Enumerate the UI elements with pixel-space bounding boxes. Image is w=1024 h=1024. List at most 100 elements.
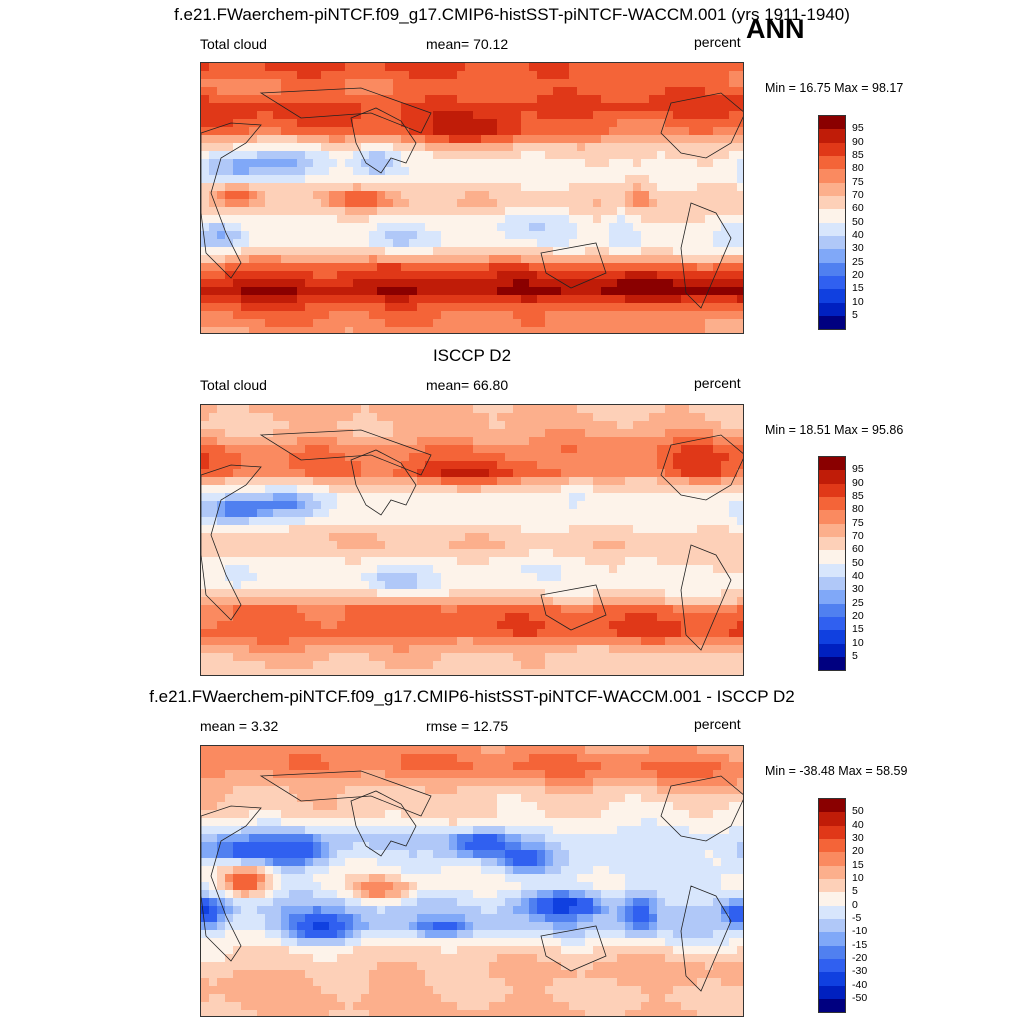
- map-cell: [545, 167, 553, 175]
- map-cell: [633, 461, 641, 469]
- map-cell: [305, 263, 313, 271]
- map-cell: [233, 167, 241, 175]
- map-cell: [633, 111, 641, 119]
- map-cell: [209, 87, 217, 95]
- map-cell: [561, 645, 569, 653]
- map-cell: [449, 279, 457, 287]
- map-cell: [225, 501, 233, 509]
- map-cell: [697, 461, 705, 469]
- map-cell: [433, 263, 441, 271]
- map-cell: [737, 613, 743, 621]
- map-cell: [737, 255, 743, 263]
- map-cell: [393, 754, 401, 762]
- map-cell: [473, 223, 481, 231]
- map-cell: [425, 565, 433, 573]
- map-cell: [217, 279, 225, 287]
- map-cell: [617, 581, 625, 589]
- map-cell: [289, 453, 297, 461]
- map-cell: [377, 573, 385, 581]
- map-cell: [337, 103, 345, 111]
- map-cell: [321, 311, 329, 319]
- map-cell: [401, 239, 409, 247]
- map-cell: [553, 429, 561, 437]
- map-cell: [537, 573, 545, 581]
- map-cell: [273, 255, 281, 263]
- map-cell: [441, 95, 449, 103]
- map-cell: [513, 469, 521, 477]
- map-cell: [673, 629, 681, 637]
- map-cell: [321, 557, 329, 565]
- map-cell: [657, 319, 665, 327]
- map-cell: [553, 215, 561, 223]
- map-cell: [561, 746, 569, 754]
- map-cell: [361, 533, 369, 541]
- obs-title: ISCCP D2: [432, 346, 512, 365]
- map-cell: [537, 71, 545, 79]
- map-cell: [441, 71, 449, 79]
- map-cell: [233, 597, 241, 605]
- map-cell: [577, 645, 585, 653]
- map-cell: [433, 127, 441, 135]
- map-cell: [273, 223, 281, 231]
- map-cell: [233, 613, 241, 621]
- map-cell: [257, 770, 265, 778]
- map-cell: [729, 79, 737, 87]
- map-cell: [625, 669, 633, 675]
- map-cell: [697, 159, 705, 167]
- map-cell: [297, 183, 305, 191]
- map-cell: [577, 597, 585, 605]
- map-cell: [329, 207, 337, 215]
- map-cell: [729, 175, 737, 183]
- map-cell: [225, 557, 233, 565]
- panel-model-minmax: Min = 16.75 Max = 98.17: [765, 81, 904, 95]
- map-cell: [689, 199, 697, 207]
- map-cell: [449, 151, 457, 159]
- map-cell: [505, 421, 513, 429]
- map-cell: [633, 135, 641, 143]
- map-cell: [393, 653, 401, 661]
- map-cell: [737, 429, 743, 437]
- map-cell: [481, 119, 489, 127]
- map-cell: [201, 565, 209, 573]
- map-cell: [465, 581, 473, 589]
- map-cell: [497, 581, 505, 589]
- map-cell: [353, 263, 361, 271]
- map-cell: [529, 295, 537, 303]
- map-cell: [201, 629, 209, 637]
- map-cell: [385, 469, 393, 477]
- map-cell: [225, 135, 233, 143]
- map-cell: [689, 127, 697, 135]
- map-cell: [569, 746, 577, 754]
- map-cell: [417, 231, 425, 239]
- map-cell: [513, 525, 521, 533]
- map-cell: [417, 207, 425, 215]
- map-cell: [257, 207, 265, 215]
- map-cell: [201, 311, 209, 319]
- map-cell: [273, 215, 281, 223]
- map-cell: [393, 263, 401, 271]
- map-cell: [665, 279, 673, 287]
- map-cell: [681, 319, 689, 327]
- map-cell: [241, 437, 249, 445]
- map-cell: [721, 421, 729, 429]
- map-cell: [441, 191, 449, 199]
- map-cell: [345, 279, 353, 287]
- map-cell: [385, 669, 393, 675]
- map-cell: [505, 167, 513, 175]
- map-cell: [457, 255, 465, 263]
- map-cell: [241, 445, 249, 453]
- map-cell: [233, 215, 241, 223]
- map-cell: [681, 421, 689, 429]
- map-cell: [297, 421, 305, 429]
- map-cell: [417, 311, 425, 319]
- map-cell: [465, 303, 473, 311]
- map-cell: [593, 581, 601, 589]
- colorbar-tick-label: 15: [852, 282, 864, 295]
- map-cell: [473, 151, 481, 159]
- map-cell: [681, 429, 689, 437]
- map-cell: [409, 111, 417, 119]
- map-cell: [321, 573, 329, 581]
- map-cell: [633, 501, 641, 509]
- map-cell: [673, 770, 681, 778]
- map-cell: [617, 533, 625, 541]
